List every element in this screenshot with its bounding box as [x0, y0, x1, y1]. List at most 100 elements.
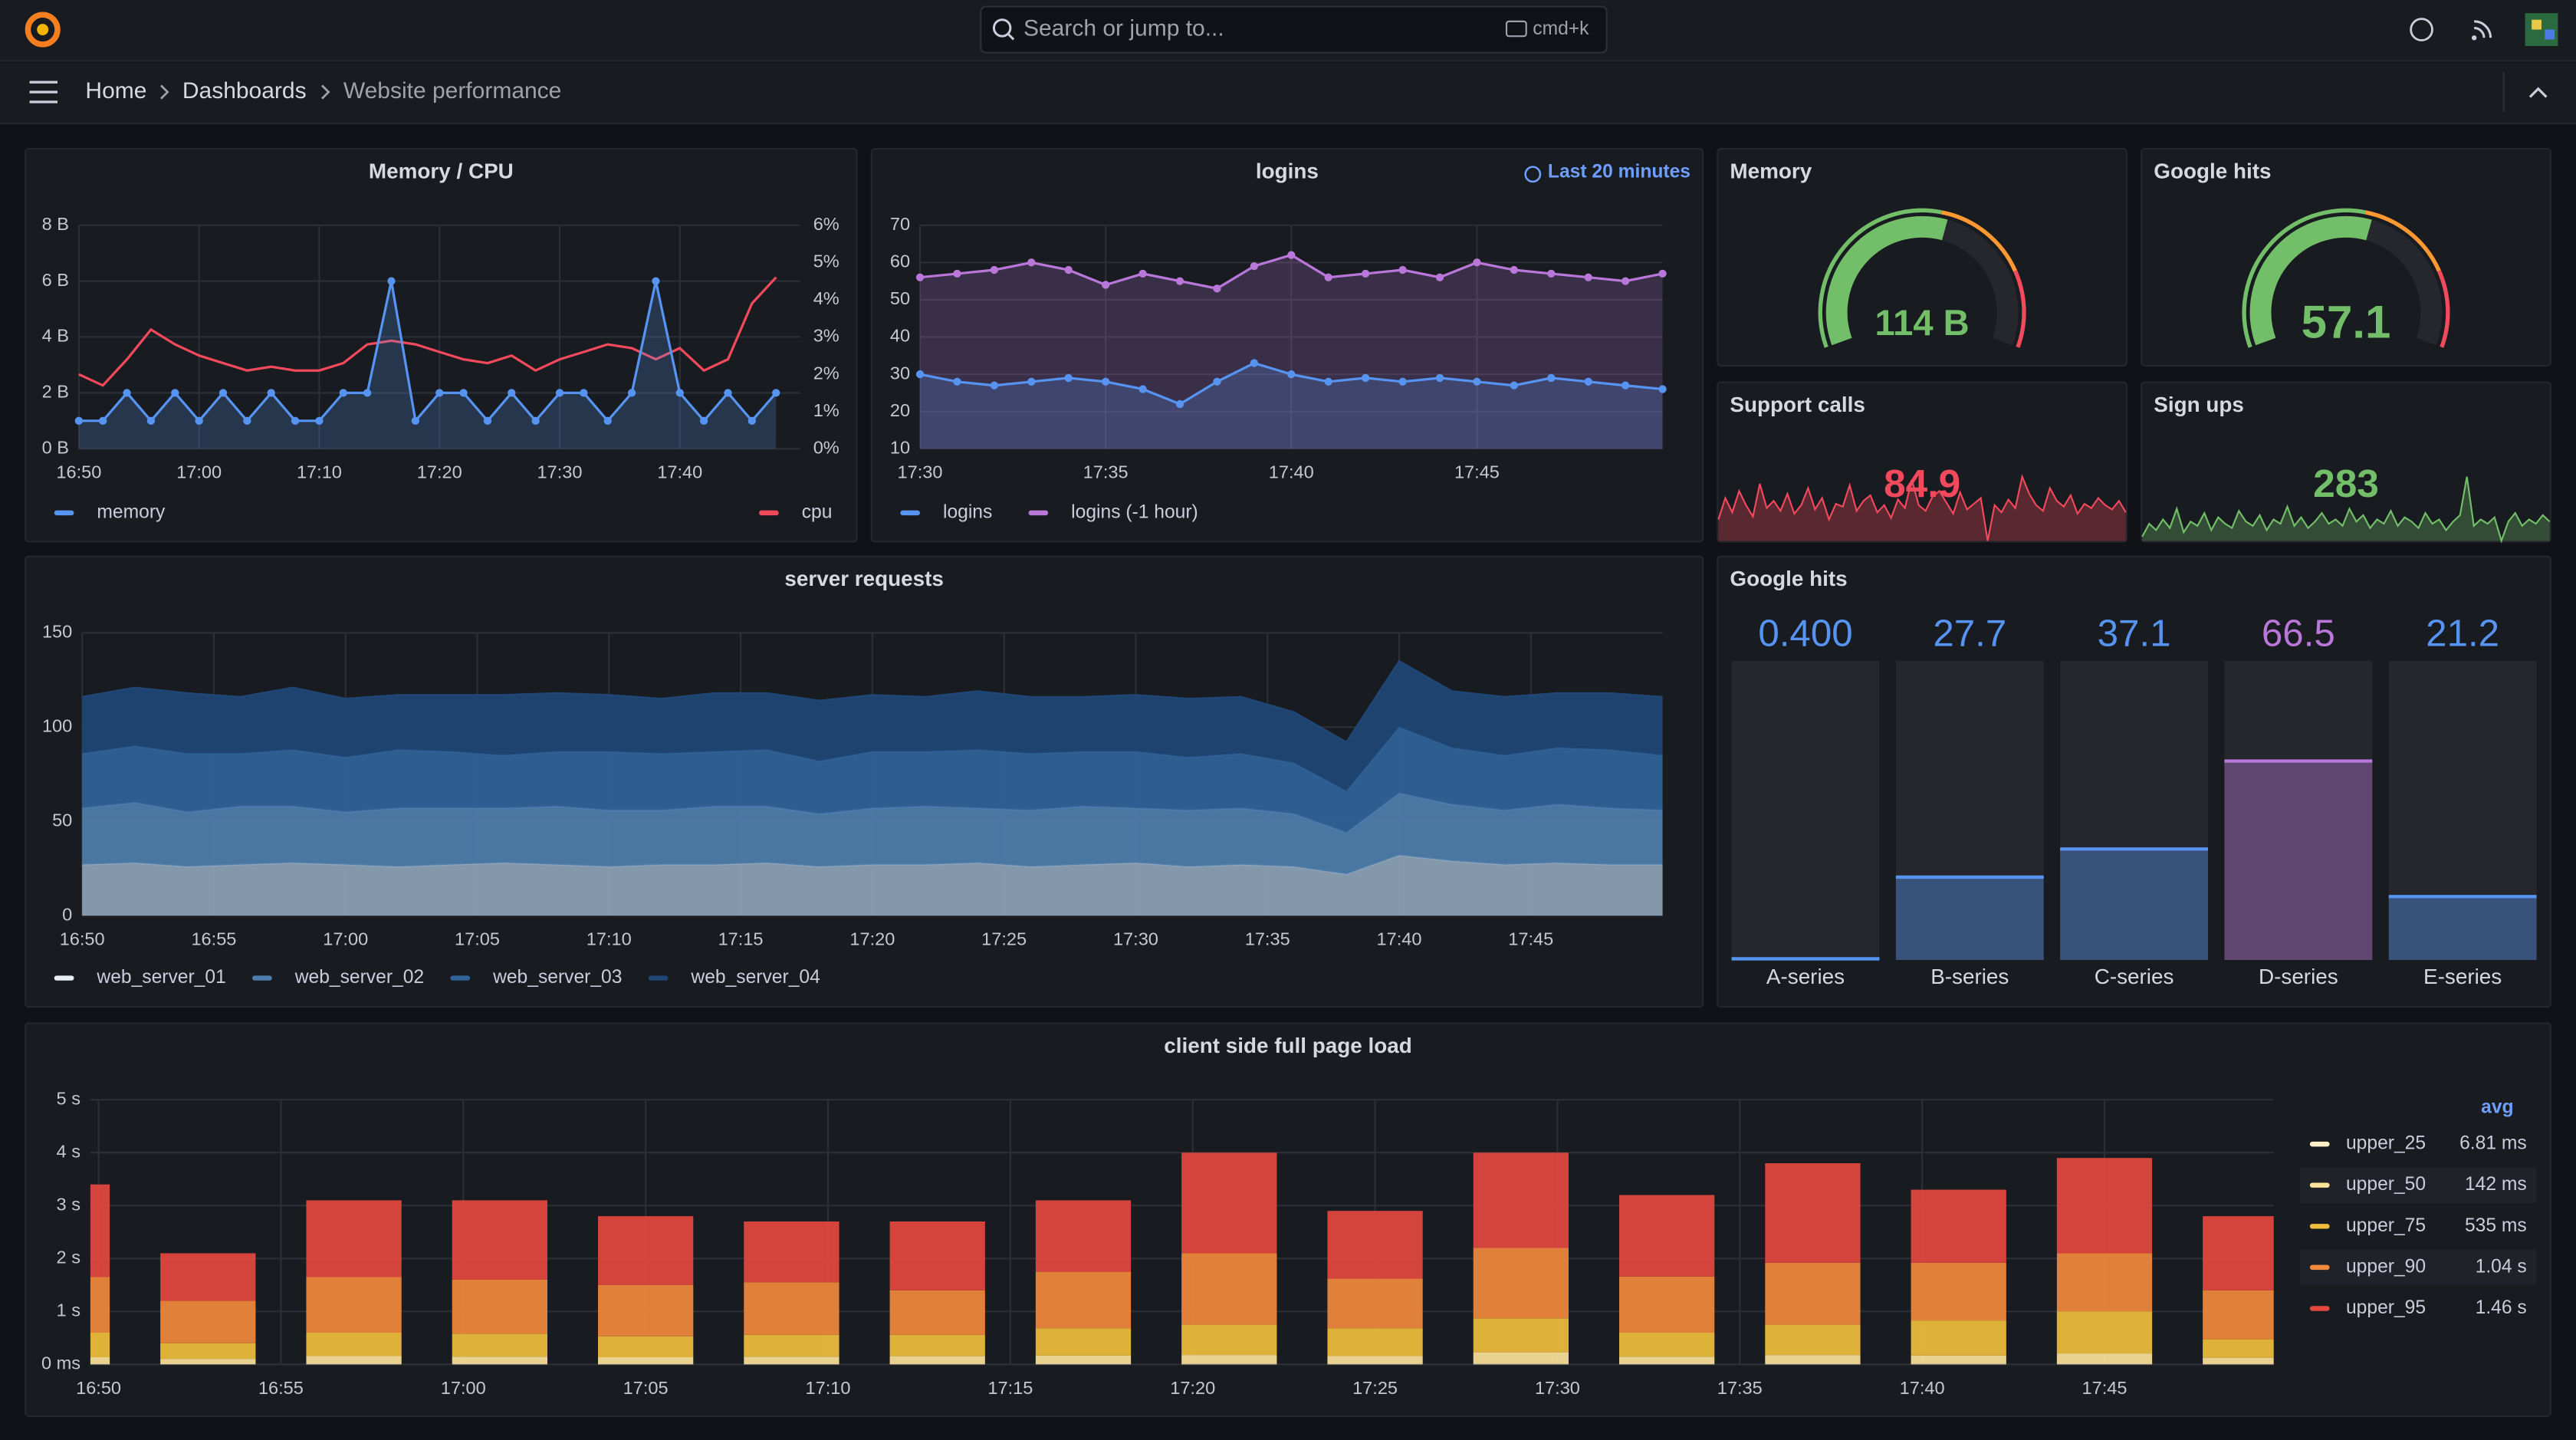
- breadcrumb-bar: [0, 62, 2576, 123]
- y-tick-label: 4 B: [42, 326, 69, 346]
- legend-swatch: [2309, 1224, 2330, 1229]
- x-tick-label: 17:10: [586, 929, 632, 948]
- data-point: [1658, 269, 1667, 278]
- stacked-area: [82, 793, 1663, 875]
- breadcrumb[interactable]: Home: [85, 78, 146, 104]
- y-tick-label: 2 B: [42, 382, 69, 402]
- data-point: [1398, 377, 1407, 386]
- search-box[interactable]: [980, 5, 1608, 54]
- legend-label: logins: [943, 501, 992, 522]
- legend-label: upper_50: [2346, 1174, 2426, 1195]
- bar-segment: [1765, 1262, 1861, 1325]
- x-tick-label: 17:00: [176, 462, 222, 482]
- menu-icon[interactable]: [29, 81, 58, 104]
- avatar-pixel[interactable]: [2532, 19, 2542, 30]
- help-icon[interactable]: [2410, 18, 2433, 41]
- y-tick-label: 8 B: [42, 214, 69, 234]
- bar-segment: [2203, 1339, 2274, 1358]
- panel-title: client side full page load: [1164, 1034, 1411, 1057]
- news-icon-arcs[interactable]: [2473, 20, 2492, 38]
- legend-swatch: [2309, 1264, 2330, 1271]
- data-point: [1584, 273, 1592, 281]
- bar-track: [2224, 660, 2373, 961]
- legend-header: avg: [2481, 1096, 2513, 1117]
- x-tick-label: 17:45: [1508, 929, 1553, 948]
- news-icon[interactable]: [2471, 20, 2492, 41]
- bar-segment: [744, 1356, 840, 1364]
- x-tick-label: 17:30: [537, 462, 583, 482]
- x-tick-label: 17:25: [1352, 1378, 1398, 1398]
- logo-core[interactable]: [37, 24, 49, 36]
- y2-tick-label: 1%: [813, 400, 840, 420]
- legend-label: memory: [97, 501, 166, 522]
- legend-swatch: [252, 975, 272, 981]
- x-tick-label: 17:30: [1535, 1378, 1580, 1398]
- data-point: [1175, 399, 1184, 409]
- bar-segment: [452, 1200, 547, 1280]
- logo-ring[interactable]: [25, 12, 61, 48]
- bar-category: C-series: [2095, 965, 2174, 988]
- bar-segment: [452, 1333, 547, 1357]
- data-point: [1101, 377, 1110, 386]
- gauge-value-label: 57.1: [2302, 296, 2391, 347]
- bar-segment: [1473, 1152, 1569, 1248]
- data-point: [580, 389, 588, 397]
- data-point: [1324, 273, 1332, 281]
- data-point: [435, 389, 444, 397]
- collapse-icon[interactable]: [2528, 87, 2548, 98]
- legend-label: logins (-1 hour): [1071, 501, 1198, 522]
- bar-segment: [889, 1356, 985, 1364]
- bar-segment: [1911, 1320, 2006, 1356]
- data-point: [1622, 381, 1630, 390]
- bar-category: E-series: [2423, 965, 2502, 988]
- data-point: [1064, 265, 1073, 275]
- avatar-pixel[interactable]: [2545, 29, 2555, 40]
- bar-segment: [889, 1221, 985, 1290]
- data-point: [1138, 269, 1147, 278]
- user-avatar[interactable]: [2525, 13, 2558, 47]
- y-tick-label: 4 s: [57, 1141, 80, 1161]
- y-tick-label: 0: [62, 904, 72, 924]
- bar-segment: [1619, 1195, 1715, 1277]
- bar-segment: [1035, 1200, 1132, 1272]
- x-tick-label: 17:20: [1170, 1378, 1215, 1398]
- bar-segment: [1911, 1355, 2006, 1364]
- gauge-threshold: [2364, 210, 2441, 272]
- legend-value: 6.81 ms: [2459, 1133, 2527, 1154]
- bar-segment: [744, 1221, 840, 1283]
- data-point: [411, 416, 419, 425]
- data-point: [1213, 284, 1221, 293]
- bar: [2388, 896, 2537, 961]
- bar-segment: [1181, 1253, 1277, 1325]
- bar-segment: [306, 1332, 402, 1356]
- data-point: [915, 273, 925, 281]
- x-tick-label: 17:05: [623, 1378, 669, 1398]
- legend-swatch: [1028, 510, 1049, 516]
- x-tick-label: 17:10: [297, 462, 342, 482]
- bar-segment: [1181, 1363, 1277, 1365]
- logo[interactable]: [25, 12, 61, 48]
- bar-segment: [1765, 1324, 1861, 1356]
- bar-segment: [90, 1356, 110, 1364]
- bar-value: 27.7: [1933, 613, 2006, 655]
- news-icon-dot[interactable]: [2471, 35, 2477, 41]
- bar-track: [2388, 660, 2537, 961]
- x-tick-label: 17:40: [1900, 1378, 1945, 1398]
- legend-swatch: [54, 975, 74, 981]
- search-placeholder[interactable]: Search or jump to...: [1024, 16, 1224, 41]
- bar-category: D-series: [2259, 965, 2338, 988]
- legend-label: web_server_01: [96, 967, 225, 988]
- x-tick-label: 17:30: [898, 462, 943, 482]
- y-tick-label: 20: [890, 400, 910, 420]
- bar-value: 66.5: [2262, 613, 2335, 655]
- data-point: [387, 277, 396, 285]
- bar-segment: [1327, 1356, 1423, 1364]
- breadcrumb[interactable]: Dashboards: [182, 78, 307, 104]
- data-point: [1027, 377, 1036, 386]
- bar-segment: [160, 1359, 256, 1365]
- bar-segment: [598, 1284, 694, 1336]
- bar: [1895, 876, 2044, 961]
- bar-segment: [744, 1334, 840, 1357]
- gauge-threshold: [2436, 270, 2450, 348]
